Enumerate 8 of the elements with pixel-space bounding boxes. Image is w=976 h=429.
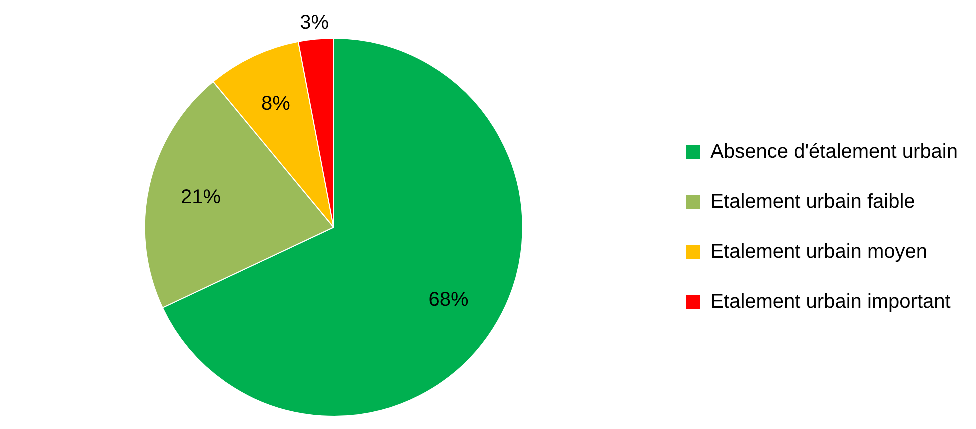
legend-label: Etalement urbain moyen: [710, 241, 928, 264]
data-label: 68%: [428, 288, 469, 311]
legend-label: Etalement urbain faible: [710, 191, 916, 214]
data-label: 21%: [181, 186, 222, 208]
legend-label: Etalement urbain important: [710, 291, 952, 314]
legend-label: Absence d'étalement urbain: [710, 141, 958, 164]
data-label: 3%: [300, 12, 330, 34]
data-label: 8%: [261, 92, 291, 115]
